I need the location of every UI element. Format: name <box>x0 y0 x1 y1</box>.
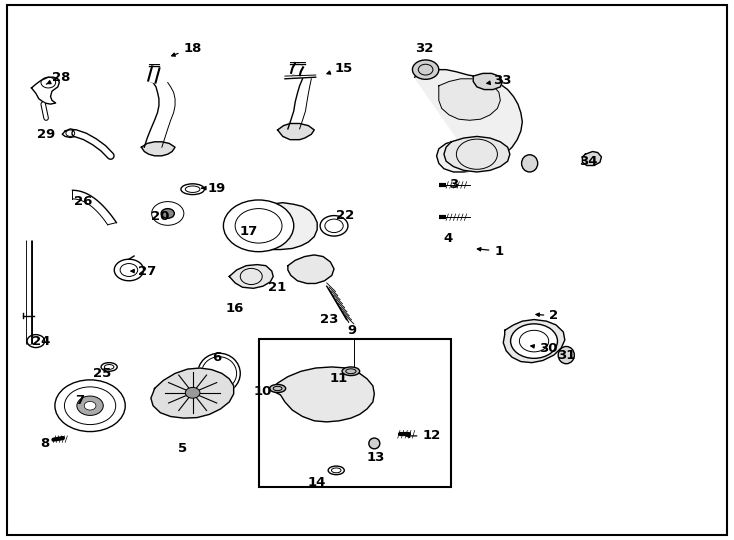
Text: 34: 34 <box>579 154 597 168</box>
Text: 27: 27 <box>131 265 156 278</box>
Text: 6: 6 <box>212 351 222 364</box>
Text: 10: 10 <box>254 384 272 397</box>
Text: 17: 17 <box>239 225 258 238</box>
Text: 20: 20 <box>151 210 170 222</box>
Ellipse shape <box>320 215 348 236</box>
Bar <box>258 339 451 487</box>
Polygon shape <box>504 320 564 363</box>
Text: 16: 16 <box>226 302 244 315</box>
Circle shape <box>185 387 200 398</box>
Polygon shape <box>288 79 311 129</box>
Polygon shape <box>228 202 317 249</box>
Ellipse shape <box>342 367 360 375</box>
Circle shape <box>77 396 103 415</box>
Circle shape <box>413 60 439 79</box>
Polygon shape <box>473 73 503 90</box>
Text: 12: 12 <box>407 429 440 442</box>
Text: 30: 30 <box>531 342 558 355</box>
Text: 28: 28 <box>46 71 70 84</box>
Polygon shape <box>439 79 501 120</box>
Ellipse shape <box>161 208 174 218</box>
Ellipse shape <box>522 155 538 172</box>
Text: 33: 33 <box>487 74 512 87</box>
Text: 15: 15 <box>327 62 352 75</box>
Polygon shape <box>415 70 523 172</box>
Text: 18: 18 <box>172 42 202 56</box>
Polygon shape <box>582 152 601 165</box>
Circle shape <box>84 401 96 410</box>
Text: 8: 8 <box>40 437 49 450</box>
Text: 21: 21 <box>269 281 287 294</box>
Text: 11: 11 <box>330 372 349 386</box>
Text: 25: 25 <box>92 367 111 380</box>
Polygon shape <box>229 265 273 288</box>
Text: 23: 23 <box>320 313 338 326</box>
Text: 3: 3 <box>448 178 458 191</box>
Ellipse shape <box>368 438 379 449</box>
Text: 19: 19 <box>202 181 226 194</box>
Text: 5: 5 <box>178 442 187 455</box>
Polygon shape <box>277 124 314 140</box>
Polygon shape <box>142 142 175 156</box>
Text: 1: 1 <box>477 245 504 258</box>
Text: 14: 14 <box>308 476 327 489</box>
Polygon shape <box>288 255 334 284</box>
Polygon shape <box>151 368 233 418</box>
Text: 32: 32 <box>415 42 433 55</box>
Text: 7: 7 <box>76 394 84 407</box>
Circle shape <box>511 324 558 359</box>
Text: 26: 26 <box>73 194 92 207</box>
Polygon shape <box>32 77 59 104</box>
Text: 22: 22 <box>336 208 354 221</box>
Text: 29: 29 <box>37 128 55 141</box>
Circle shape <box>223 200 294 252</box>
Text: 2: 2 <box>536 309 559 322</box>
Text: 9: 9 <box>348 324 357 337</box>
Ellipse shape <box>559 347 574 364</box>
Text: 13: 13 <box>366 451 385 464</box>
Text: 4: 4 <box>443 232 452 245</box>
Polygon shape <box>270 367 374 422</box>
Text: 24: 24 <box>32 335 50 348</box>
Text: 31: 31 <box>557 349 575 362</box>
Ellipse shape <box>269 384 286 393</box>
Polygon shape <box>62 129 79 138</box>
Circle shape <box>55 380 126 431</box>
Polygon shape <box>73 190 117 225</box>
Polygon shape <box>145 83 175 147</box>
Polygon shape <box>444 137 510 172</box>
